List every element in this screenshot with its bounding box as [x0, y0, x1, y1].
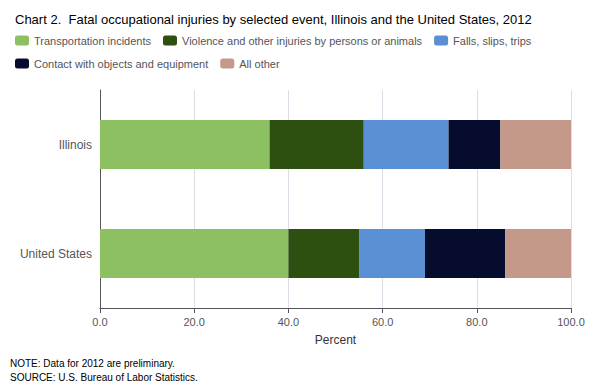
svg-text:Percent: Percent	[315, 333, 357, 347]
svg-text:Falls, slips, trips: Falls, slips, trips	[453, 35, 532, 47]
svg-text:0.0: 0.0	[92, 316, 107, 328]
svg-text:SOURCE: U.S. Bureau of Labor S: SOURCE: U.S. Bureau of Labor Statistics.	[10, 372, 198, 383]
svg-text:All other: All other	[239, 58, 280, 70]
svg-text:NOTE: Data for 2012 are prelim: NOTE: Data for 2012 are preliminary.	[10, 358, 175, 369]
svg-text:Transportation incidents: Transportation incidents	[34, 35, 151, 47]
svg-text:United States: United States	[20, 247, 92, 261]
svg-text:Illinois: Illinois	[59, 138, 92, 152]
svg-text:60.0: 60.0	[372, 316, 393, 328]
svg-text:80.0: 80.0	[466, 316, 487, 328]
svg-text:100.0: 100.0	[557, 316, 585, 328]
svg-text:Chart 2. Fatal occupational i: Chart 2. Fatal occupational injuries by …	[15, 12, 532, 27]
svg-text:40.0: 40.0	[278, 316, 299, 328]
svg-text:Contact with objects and equip: Contact with objects and equipment	[34, 58, 208, 70]
svg-text:Violence and other injuries by: Violence and other injuries by persons o…	[182, 35, 423, 47]
svg-text:20.0: 20.0	[183, 316, 204, 328]
